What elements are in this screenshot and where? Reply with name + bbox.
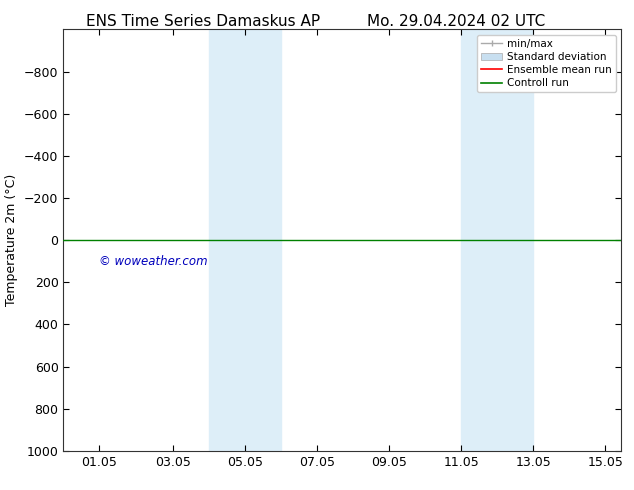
Bar — [461, 29, 533, 451]
Text: Mo. 29.04.2024 02 UTC: Mo. 29.04.2024 02 UTC — [367, 14, 546, 29]
Text: ENS Time Series Damaskus AP: ENS Time Series Damaskus AP — [86, 14, 320, 29]
Text: © woweather.com: © woweather.com — [100, 255, 208, 268]
Bar — [209, 29, 281, 451]
Y-axis label: Temperature 2m (°C): Temperature 2m (°C) — [6, 174, 18, 306]
Legend: min/max, Standard deviation, Ensemble mean run, Controll run: min/max, Standard deviation, Ensemble me… — [477, 35, 616, 92]
